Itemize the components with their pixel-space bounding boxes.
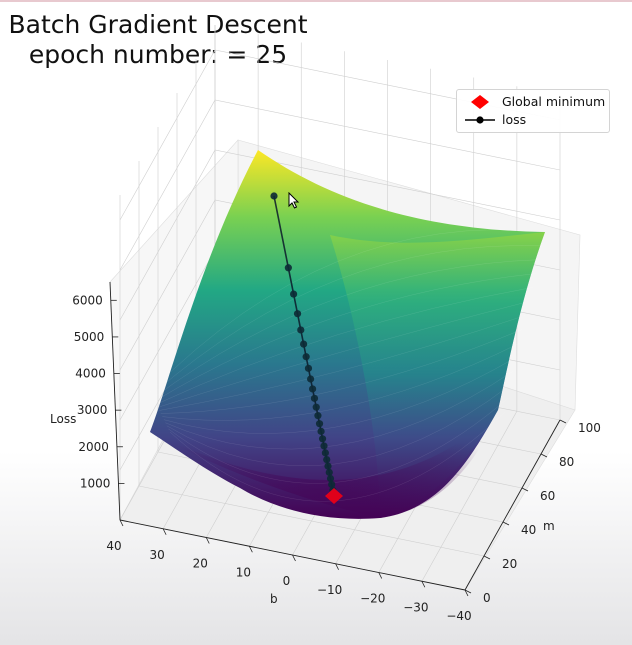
loss-path-point [328,480,336,489]
loss-path-point [323,455,331,464]
loss-path-point [314,412,322,420]
loss-path-point [320,442,328,450]
floor-grid-line-m [138,485,485,557]
b-tick-mark [464,589,469,597]
b-tick-label: 40 [106,539,121,553]
b-tick-mark [335,563,339,570]
surface-mesh-line [159,314,527,411]
m-tick-label: 0 [483,591,491,605]
surface-mesh-line [156,287,533,405]
surface-mesh-line [160,328,524,414]
loss-path-point [300,340,308,348]
b-tick-mark [378,572,383,579]
surface-mesh-line [154,273,536,402]
loss-path-point [308,385,317,393]
surface-mesh-line [163,356,518,434]
legend-item-global-minimum: Global minimum [457,93,607,111]
b-tick-label: 30 [149,548,164,562]
window-top-border [0,0,632,2]
b-tick-label: −20 [360,592,385,606]
surface-mesh-line [152,259,539,399]
m-axis-label: m [543,519,555,533]
legend-label-global-minimum: Global minimum [502,94,606,109]
loss-path-point [318,435,327,443]
loss-path-point [306,375,315,383]
b-tick-mark [421,581,426,588]
m-axis-ticks: 0 20 40 60 80 100 [464,419,601,605]
loss-surface [149,150,546,519]
global-minimum-marker [325,488,343,504]
b-axis-label: b [270,592,278,606]
legend: Global minimum loss [456,89,610,133]
m-tick-label: 60 [540,489,555,503]
loss-path-point [310,394,319,402]
loss-path-point [270,192,278,200]
surface-mesh-line [162,342,521,421]
m-tick-mark [540,453,548,458]
m-tick-mark [559,419,567,424]
b-tick-mark [205,537,210,544]
surface-mesh-line [157,300,530,408]
loss-path-point [326,474,335,483]
loss-path-point [324,462,332,470]
m-tick-label: 40 [521,523,536,537]
b-tick-mark [249,546,253,553]
loss-path-point [284,264,292,272]
loss-tick-label: 5000 [74,330,105,344]
global-minimum-diamond [325,488,343,504]
loss-path-point [315,420,324,428]
loss-tick-label: 2000 [78,440,109,454]
b-tick-mark [162,528,167,535]
grid-line-loss [119,99,561,271]
red-diamond-icon [471,95,489,109]
m-tick-label: 20 [502,557,517,571]
chart-title-line1: Batch Gradient Descent [8,10,308,39]
b-tick-label: 20 [193,557,208,571]
loss-path-point [325,468,333,476]
line-dot-icon [465,116,495,124]
grid-line-loss [119,149,561,321]
b-tick-mark [119,519,124,527]
loss-path [270,192,338,500]
chart-title-line2: epoch number: = 25 [28,40,288,69]
b-tick-mark [292,554,296,562]
surface-mesh-line [151,245,542,396]
legend-label-loss: loss [502,112,527,127]
b-tick-label: −30 [403,600,428,614]
loss-tick-label: 1000 [80,476,111,490]
loss-axis-label: Loss [50,412,76,426]
b-tick-label: −40 [446,609,471,623]
loss-path-point [321,449,329,457]
m-tick-mark [521,487,529,492]
loss-path-point [312,403,320,411]
b-tick-label: 10 [236,565,251,579]
loss-path-point [293,310,302,318]
grid-line-loss [119,49,561,221]
loss-path-point [290,290,298,298]
m-tick-label: 100 [578,421,601,435]
loss-path-point [304,364,313,372]
loss-tick-label: 6000 [72,293,103,307]
loss-path-point [297,326,305,334]
m-tick-mark [464,589,472,594]
m-tick-mark [502,521,510,526]
loss-tick-label: 4000 [75,367,106,381]
b-axis-ticks: 40 30 20 10 0 −10 −20 −30 −40 [106,519,472,623]
m-tick-mark [483,555,491,560]
b-tick-label: −10 [317,583,342,597]
loss-path-point [317,427,325,435]
surface-mesh-line [166,384,512,467]
legend-item-loss: loss [457,111,607,129]
m-tick-label: 80 [559,455,574,469]
loss-tick-label: 3000 [77,403,108,417]
loss-axis-ticks: 1000 2000 3000 4000 5000 6000 [72,293,125,490]
floor-grid-line-b [421,411,518,582]
surface-mesh-line [149,229,546,393]
surface-mesh-line [165,370,515,450]
b-tick-label: 0 [283,574,291,588]
loss-path-point [302,353,310,361]
chart-title: Batch Gradient Descent epoch number: = 2… [8,10,308,70]
mouse-cursor-icon [288,192,300,209]
